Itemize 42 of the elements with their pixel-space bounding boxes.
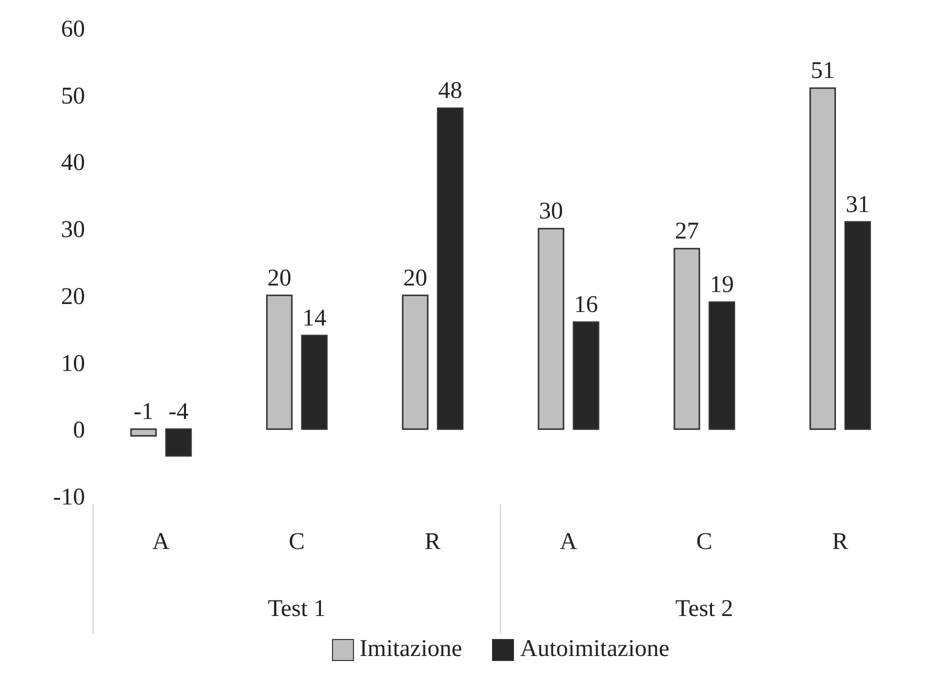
bar	[809, 87, 836, 430]
data-label: 27	[674, 218, 699, 245]
y-tick-label: 0	[73, 418, 85, 444]
y-tick-label: 60	[61, 16, 85, 43]
data-label: 48	[438, 78, 462, 104]
bar	[572, 321, 600, 430]
y-tick-label: -10	[53, 484, 85, 511]
bar	[266, 294, 293, 430]
bar	[301, 334, 328, 430]
x-tick-label: C	[288, 529, 305, 555]
bar	[538, 228, 564, 430]
data-label: 31	[846, 192, 870, 218]
x-tick-label: A	[152, 529, 170, 555]
data-label: 20	[267, 265, 292, 292]
bar	[165, 428, 192, 457]
bar	[130, 428, 157, 437]
bar	[436, 107, 464, 430]
x-tick-label: R	[424, 529, 441, 555]
text: Test 2	[675, 596, 734, 622]
data-label: 14	[302, 306, 326, 332]
bar	[402, 294, 428, 430]
data-label: 19	[710, 272, 734, 298]
x-tick-label: A	[560, 529, 578, 555]
y-tick-label: 50	[61, 83, 85, 110]
data-label: 51	[810, 58, 835, 84]
bar	[674, 248, 700, 430]
legend-label: Autoimitazione	[520, 636, 670, 663]
x-tick-label: C	[696, 529, 712, 555]
y-tick-label: 20	[61, 284, 85, 310]
y-tick-label: 40	[61, 150, 85, 176]
bar	[708, 301, 736, 430]
text: Test 1	[268, 596, 326, 622]
bar	[844, 221, 871, 430]
y-tick-label: 10	[61, 350, 85, 377]
data-label: 20	[403, 265, 428, 292]
x-tick-label: R	[832, 529, 848, 555]
data-label: 16	[574, 292, 598, 318]
data-label: 30	[539, 198, 564, 225]
data-label: -4	[168, 399, 189, 426]
y-tick-label: 30	[61, 217, 85, 244]
legend-label: Imitazione	[360, 636, 462, 663]
data-label: -1	[134, 399, 154, 426]
